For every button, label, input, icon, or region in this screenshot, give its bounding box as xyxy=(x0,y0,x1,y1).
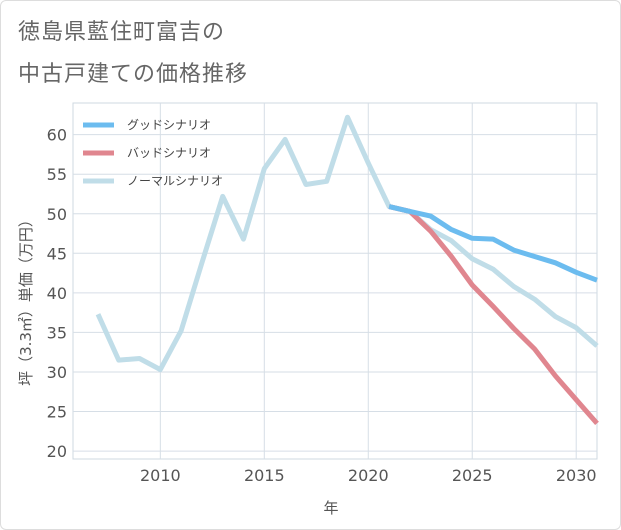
y-tick-label: 35 xyxy=(47,323,67,342)
chart-title-line-1: 徳島県藍住町富吉の xyxy=(18,20,226,45)
legend-label-0: グッドシナリオ xyxy=(127,118,211,132)
series-line-0 xyxy=(388,204,598,283)
chart-title-line-2: 中古戸建ての価格推移 xyxy=(18,62,249,87)
y-tick-label: 25 xyxy=(47,403,67,422)
legend-label-2: ノーマルシナリオ xyxy=(127,174,223,188)
x-tick-label: 2020 xyxy=(348,466,389,485)
y-tick-label: 50 xyxy=(47,205,67,224)
y-tick-label: 45 xyxy=(47,244,67,263)
x-tick-label: 2025 xyxy=(452,466,493,485)
y-tick-label: 20 xyxy=(47,442,67,461)
series-line-1 xyxy=(388,204,599,426)
y-axis-label: 坪（3.3㎡）単価（万円） xyxy=(17,212,35,386)
y-tick-label: 40 xyxy=(47,284,67,303)
y-tick-label: 60 xyxy=(47,126,67,145)
x-tick-label: 2010 xyxy=(140,466,181,485)
x-tick-label: 2030 xyxy=(556,466,597,485)
plot-border xyxy=(72,102,598,460)
x-tick-label: 2015 xyxy=(244,466,285,485)
y-tick-label: 30 xyxy=(47,363,67,382)
series-lines xyxy=(95,114,599,426)
series-line-2 xyxy=(95,114,599,373)
x-axis-label: 年 xyxy=(323,499,338,517)
y-tick-label: 55 xyxy=(47,165,67,184)
legend-label-1: バッドシナリオ xyxy=(127,146,211,160)
